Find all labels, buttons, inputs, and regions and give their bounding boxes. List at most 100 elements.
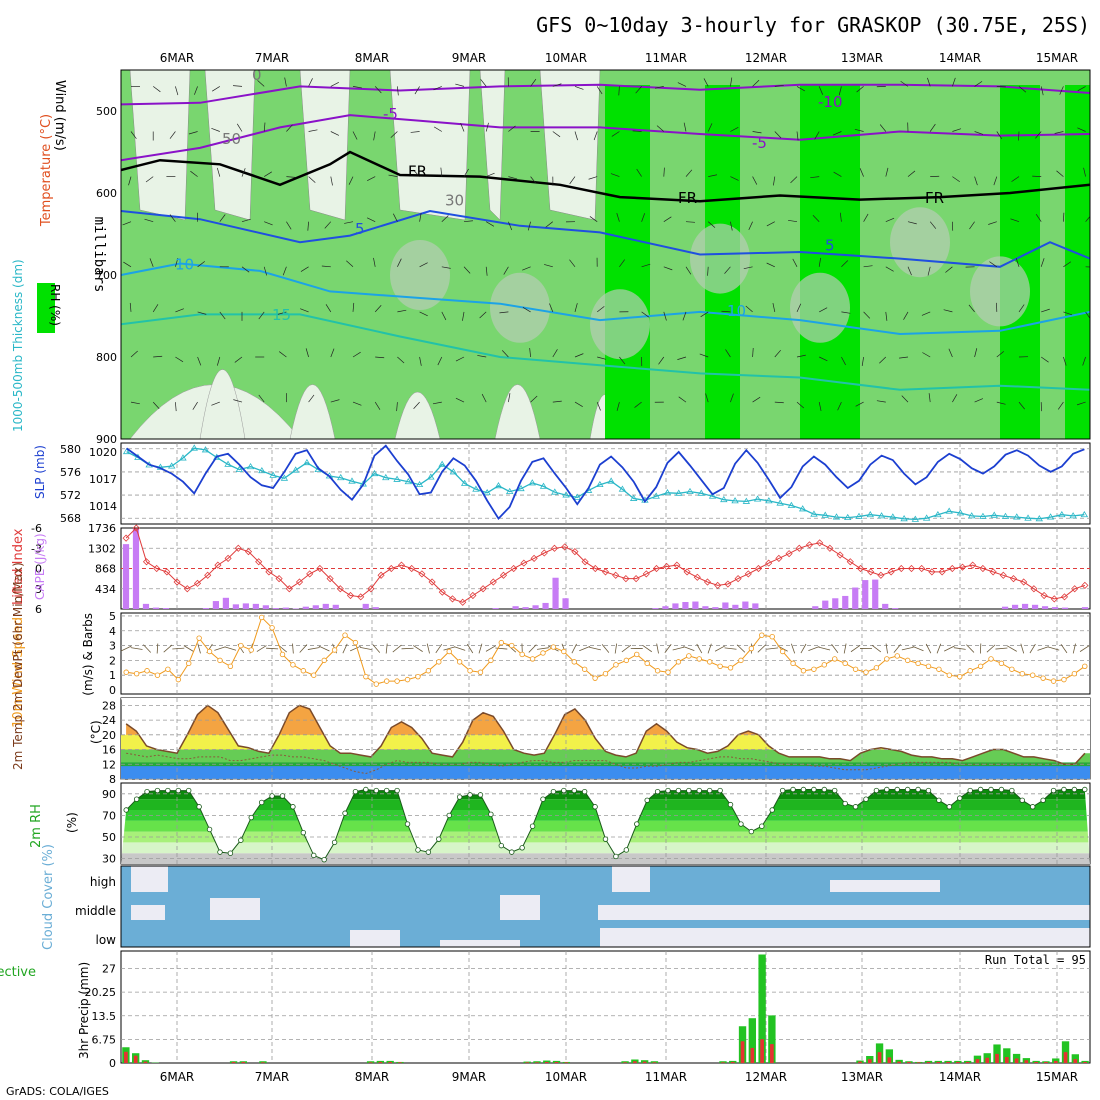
wind-speed-marker [258,614,265,621]
cape-bar [832,598,839,609]
wind-barb [832,131,842,136]
wind-barb [367,176,376,181]
wind-speed-marker [300,668,307,674]
precip-convective-bar [544,1061,549,1063]
cape-bar [812,606,819,609]
precip-convective-bar [1004,1057,1009,1063]
wind-tick-label: 0 [109,684,116,697]
rh-marker [738,821,744,827]
wind-barb [263,266,268,276]
cape-bar [852,587,859,609]
precip-legend-label: Total / Rain Convective [0,965,36,980]
wind-barb [854,128,864,132]
precip-total-bar [993,1044,1001,1063]
lifted-index-marker [1071,585,1079,593]
wind-barb [413,169,420,177]
wind-barb [441,266,451,269]
rh-marker [811,786,817,793]
rh-marker [248,814,254,821]
precip-total-bar [748,1018,756,1063]
lifted-index-marker [326,575,334,583]
wind-barb [1010,218,1020,223]
wind-barb-10m [791,643,796,654]
wind-barb [641,311,650,318]
lifted-index-marker [530,554,538,562]
wind-barb [522,306,531,313]
wind-barb [241,266,250,273]
wind-speed-marker [811,666,817,672]
wind-barb [989,261,998,268]
rh-marker [467,792,473,798]
lifted-index-marker [591,564,599,573]
wind-speed-marker [383,678,390,684]
wind-barb [596,401,601,411]
wind-speed-marker [186,660,192,667]
rh-marker [1082,786,1088,793]
wind-barb [300,308,309,313]
thickness-marker [990,511,998,518]
temp-tick-label: 16 [102,744,116,757]
precip-convective-bar [946,1061,950,1063]
cape-bar [1031,604,1039,609]
wind-speed-marker [623,657,630,664]
rh-marker [821,786,828,793]
wind-barb [1011,176,1020,182]
rh-marker [779,787,786,794]
cloud-cover-block [598,905,1090,920]
wind-barb [903,311,909,320]
wind-barb-10m [413,645,423,652]
lifted-index-marker [867,568,875,576]
wind-barb [463,266,471,274]
wind-barb [730,393,734,403]
wind-barb [841,356,846,366]
slp-tick-label: 1020 [89,446,117,459]
wind-barb [263,122,266,132]
wind-speed-marker [425,668,432,674]
wind-barb [1083,167,1086,177]
wind-barb [552,400,562,403]
wind-speed-marker [321,657,327,664]
precip-convective-bar [525,1062,530,1063]
cape-bar [142,603,150,609]
wind-speed-marker [1009,666,1015,672]
thickness-marker [720,495,728,503]
lifted-index-marker [153,564,161,573]
rh-marker [842,800,848,807]
wind-barb [745,305,753,313]
wind-barb [993,176,998,186]
cloud-cover-block [500,895,540,920]
cape-bar [332,604,339,609]
contour-label: FR [678,189,697,207]
rh-marker [706,787,713,794]
lifted-index-marker [744,570,752,578]
lifted-index-marker [336,585,344,593]
wind-barb [1063,311,1073,316]
precip-convective-bar [368,1062,373,1063]
top-date-label: 9MAR [452,51,487,65]
wind-barb [393,213,398,222]
wind-barb [752,176,758,185]
wind-speed-marker [1029,672,1036,678]
wind-barb-10m [1047,646,1060,651]
lifted-index-marker [510,564,518,573]
cape-bar [362,603,369,609]
thickness-marker [798,505,807,512]
lifted-index-marker [438,588,446,596]
wind-barb [530,176,537,184]
wind-barb [677,82,687,87]
wind-barb [413,401,420,410]
precip-total-bar [758,954,766,1063]
wind-barb [838,86,842,96]
top-date-label: 8MAR [355,51,390,65]
thickness-marker [844,513,852,521]
wind-barb [234,356,243,363]
rh-marker [217,849,223,855]
rh-marker [623,847,630,853]
wind-barb [258,311,265,320]
rh-plot [121,789,1090,864]
rh-grey-region [970,256,1030,327]
lifted-index-marker [754,564,763,573]
cape-tick-label: 868 [95,563,116,576]
thickness-marker [1058,510,1066,518]
rh-marker [311,852,317,859]
